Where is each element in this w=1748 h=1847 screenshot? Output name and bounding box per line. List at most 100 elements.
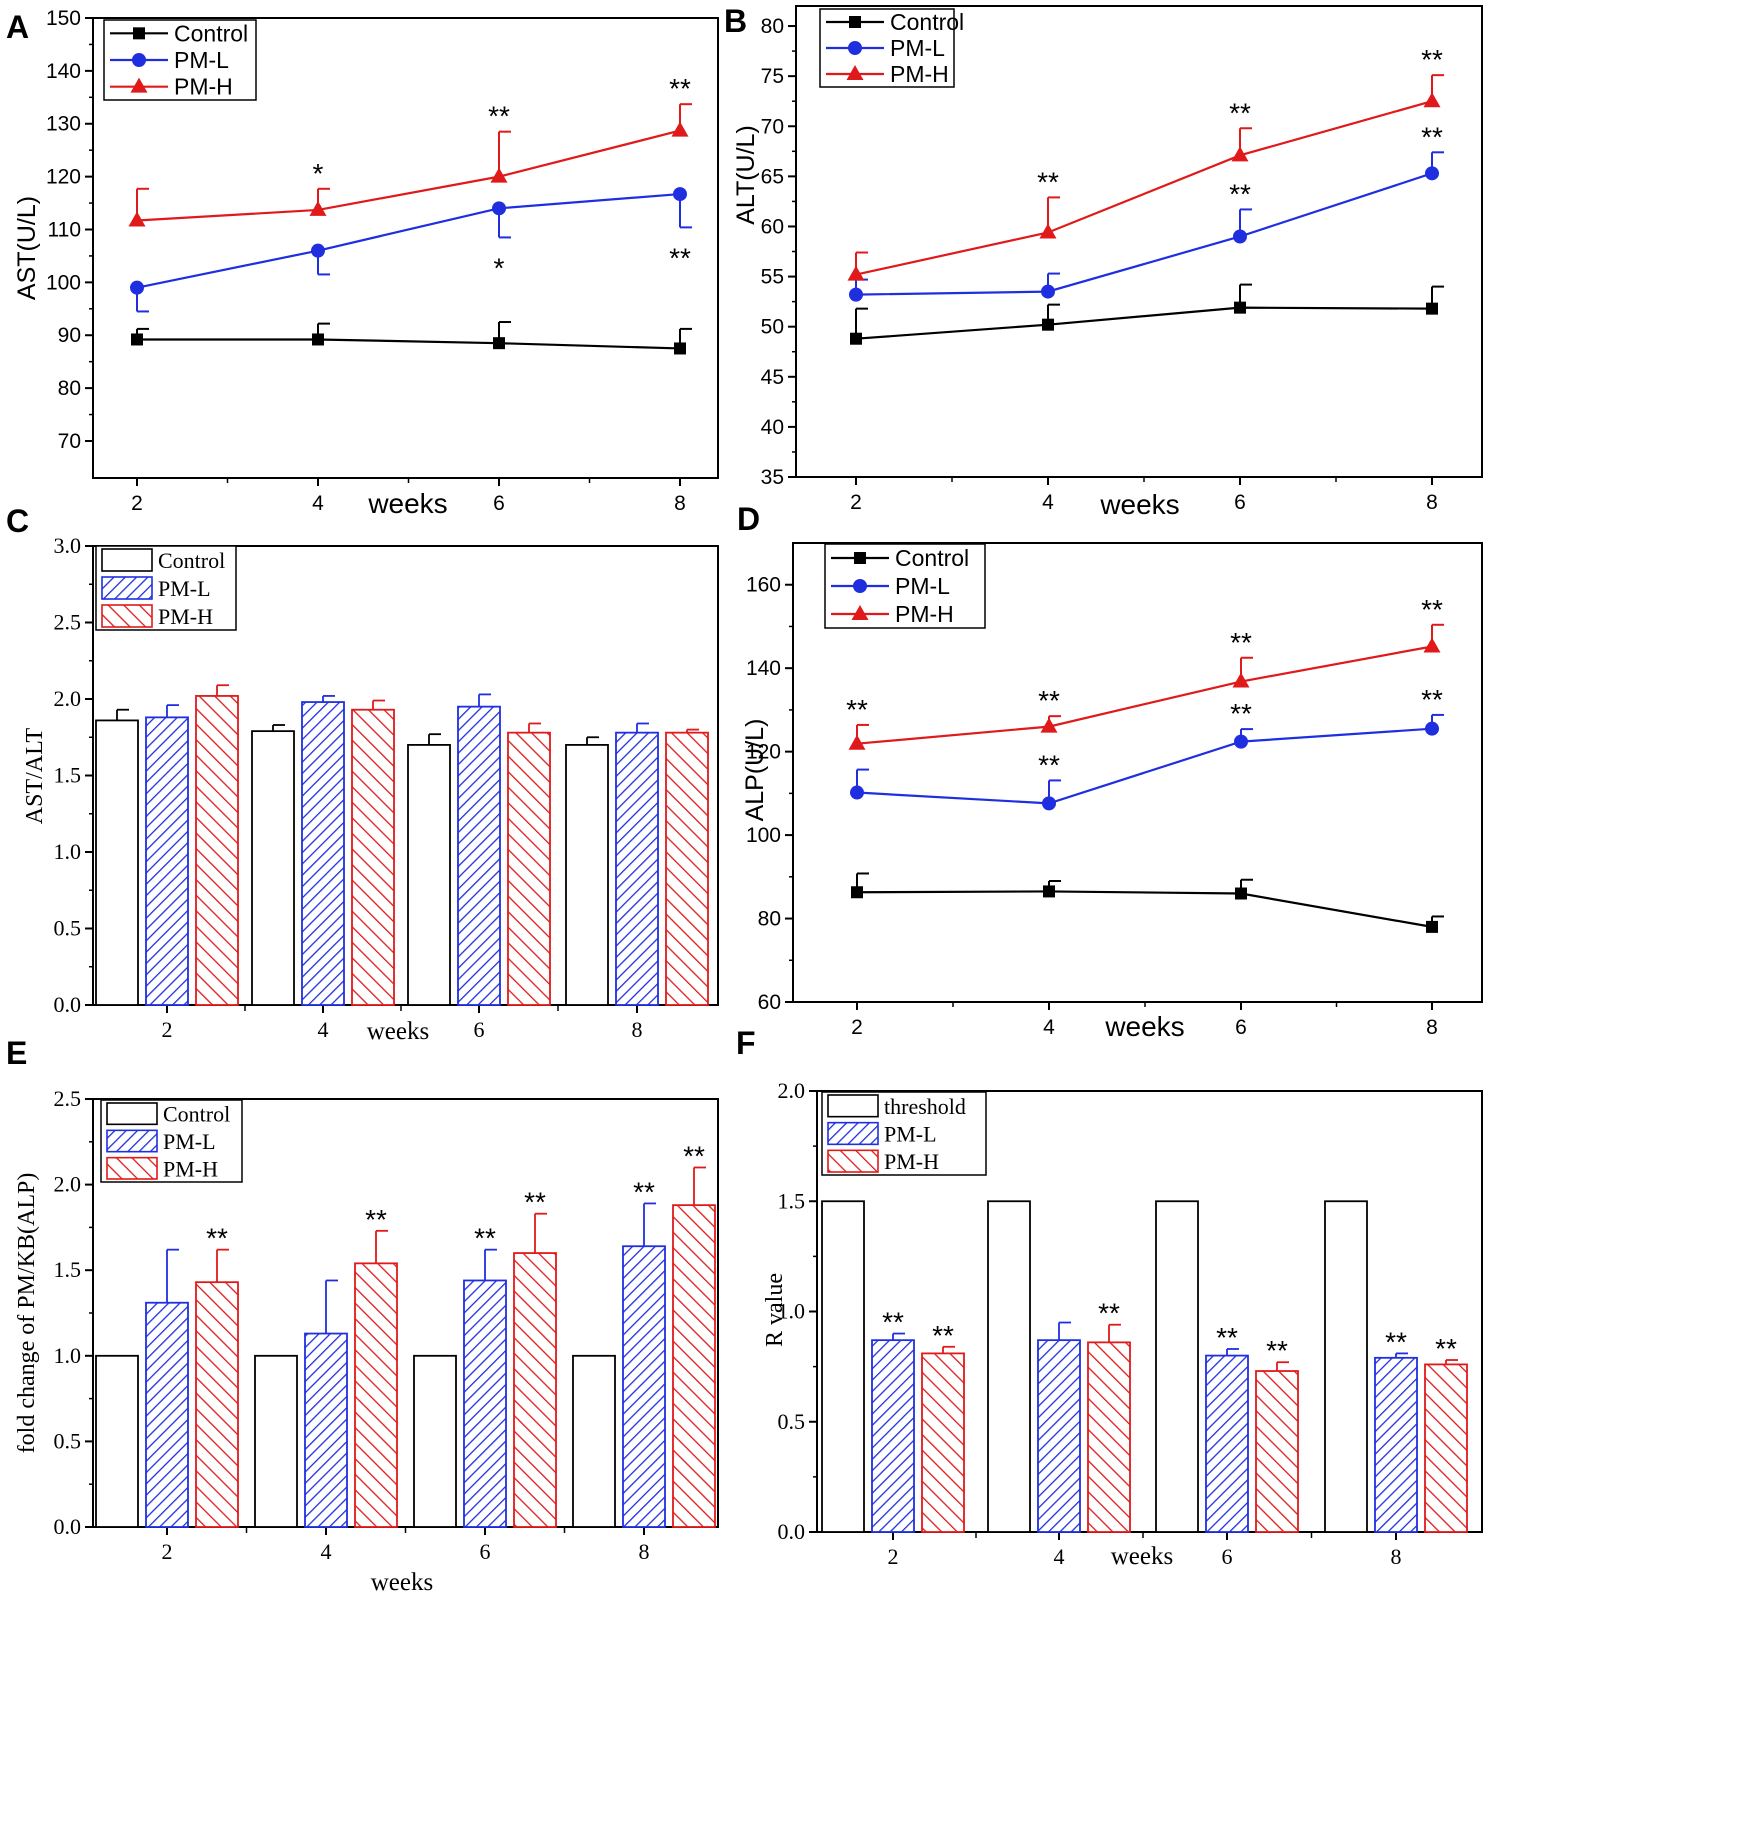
y-tick-label: 50 — [761, 316, 784, 339]
series-pm-l: * ** — [130, 187, 692, 313]
data-point — [1235, 887, 1247, 900]
bar — [195, 695, 239, 1006]
plot-frame — [795, 5, 1483, 478]
legend-label: PM-L — [158, 576, 211, 601]
legend: threshold PM-LPM-H — [821, 1091, 987, 1176]
data-point — [1041, 284, 1055, 299]
series-line — [856, 890, 1433, 928]
series-line — [136, 129, 681, 222]
bar — [195, 1281, 239, 1528]
significance-mark: ** — [1421, 684, 1443, 715]
bar — [95, 719, 139, 1006]
data-point — [1425, 721, 1439, 736]
x-axis-title: weeks — [1104, 1011, 1184, 1042]
y-axis-title: fold change of PM/KB(ALP) — [14, 1173, 40, 1454]
x-tick-label: 8 — [632, 1017, 643, 1042]
data-point — [848, 734, 866, 750]
panel-label: C — [6, 503, 29, 539]
y-tick-label: 0.0 — [54, 1514, 82, 1539]
significance-mark: ** — [524, 1187, 546, 1218]
bar — [145, 1301, 189, 1528]
significance-mark: ** — [1421, 594, 1443, 625]
y-tick-label: 35 — [761, 466, 784, 489]
data-point — [1425, 166, 1439, 181]
panel-label: A — [6, 9, 29, 45]
y-tick-label: 110 — [48, 218, 81, 241]
x-tick-label: 2 — [131, 492, 143, 515]
bar — [665, 731, 709, 1006]
y-tick-label: 0.5 — [54, 916, 82, 941]
series-pm-l: ** ** — [849, 121, 1444, 302]
significance-mark: ** — [669, 73, 691, 104]
bar — [407, 744, 451, 1006]
series-pm-l: ** ** ** — [850, 684, 1444, 811]
legend-label: PM-L — [174, 47, 229, 73]
y-tick-label: 80 — [761, 15, 784, 38]
y-tick-label: 100 — [746, 824, 781, 847]
data-point — [673, 187, 687, 202]
data-point — [1423, 637, 1441, 653]
legend-label: PM-L — [884, 1122, 937, 1147]
significance-mark: ** — [683, 1140, 705, 1171]
panel-label: E — [6, 1035, 27, 1071]
significance-mark: ** — [1038, 749, 1060, 780]
series-control — [95, 708, 609, 1006]
legend-marker — [849, 16, 861, 28]
panel-a: A 70 80 90 100 110 120 130 140 150 2 4 6 8 weeks AST(U/… — [6, 7, 719, 519]
bar — [463, 1279, 507, 1528]
legend-marker — [132, 53, 146, 67]
bar — [615, 731, 659, 1006]
bar — [513, 1252, 557, 1528]
y-tick-label: 120 — [746, 741, 781, 764]
bar — [987, 1200, 1031, 1533]
y-tick-label: 140 — [46, 60, 81, 83]
legend-label: PM-L — [895, 573, 950, 599]
data-point — [1231, 146, 1249, 162]
y-tick-label: 2.5 — [54, 1086, 82, 1111]
series-pm-h: ** ** ** ** — [195, 1140, 716, 1528]
y-tick-label: 65 — [761, 165, 784, 188]
significance-mark: ** — [1266, 1335, 1288, 1366]
y-axis-title: R value — [762, 1273, 788, 1347]
series-control — [850, 283, 1444, 345]
legend-marker — [133, 27, 145, 40]
plot-frame — [92, 17, 719, 479]
x-axis-title: weeks — [1111, 1543, 1173, 1570]
panel-e: E 0.0 0.5 1.0 1.5 2.0 2.5 2 4 6 8 weeks fold change … — [6, 1035, 719, 1596]
data-point — [850, 785, 864, 800]
data-point — [1232, 672, 1250, 688]
data-point — [1042, 796, 1056, 811]
legend-label: PM-L — [163, 1129, 216, 1154]
x-tick-label: 6 — [474, 1017, 485, 1042]
legend-marker — [848, 41, 862, 55]
x-axis-title: weeks — [367, 1018, 429, 1045]
y-tick-label: 40 — [761, 416, 784, 439]
data-point — [490, 167, 508, 183]
y-tick-label: 1.5 — [54, 763, 82, 788]
data-point — [309, 200, 327, 216]
x-tick-label: 6 — [1234, 491, 1246, 514]
data-point — [1426, 920, 1438, 933]
legend-label: Control — [163, 1102, 230, 1127]
legend-swatch — [101, 548, 153, 572]
data-point — [850, 332, 862, 345]
y-tick-label: 45 — [761, 366, 784, 389]
legend-swatch — [101, 576, 153, 600]
x-tick-label: 8 — [674, 492, 686, 515]
series-control — [131, 321, 692, 355]
series-pm-l — [145, 693, 659, 1006]
significance-mark: ** — [669, 242, 691, 273]
bar — [1374, 1356, 1418, 1533]
y-axis-title: ALP(U/L) — [741, 719, 769, 822]
bar — [413, 1354, 457, 1528]
y-tick-label: 60 — [761, 215, 784, 238]
x-tick-label: 6 — [480, 1539, 491, 1564]
legend-marker — [851, 605, 869, 620]
significance-mark: ** — [1385, 1326, 1407, 1357]
y-tick-label: 55 — [761, 266, 784, 289]
legend-label: Control — [158, 548, 225, 573]
